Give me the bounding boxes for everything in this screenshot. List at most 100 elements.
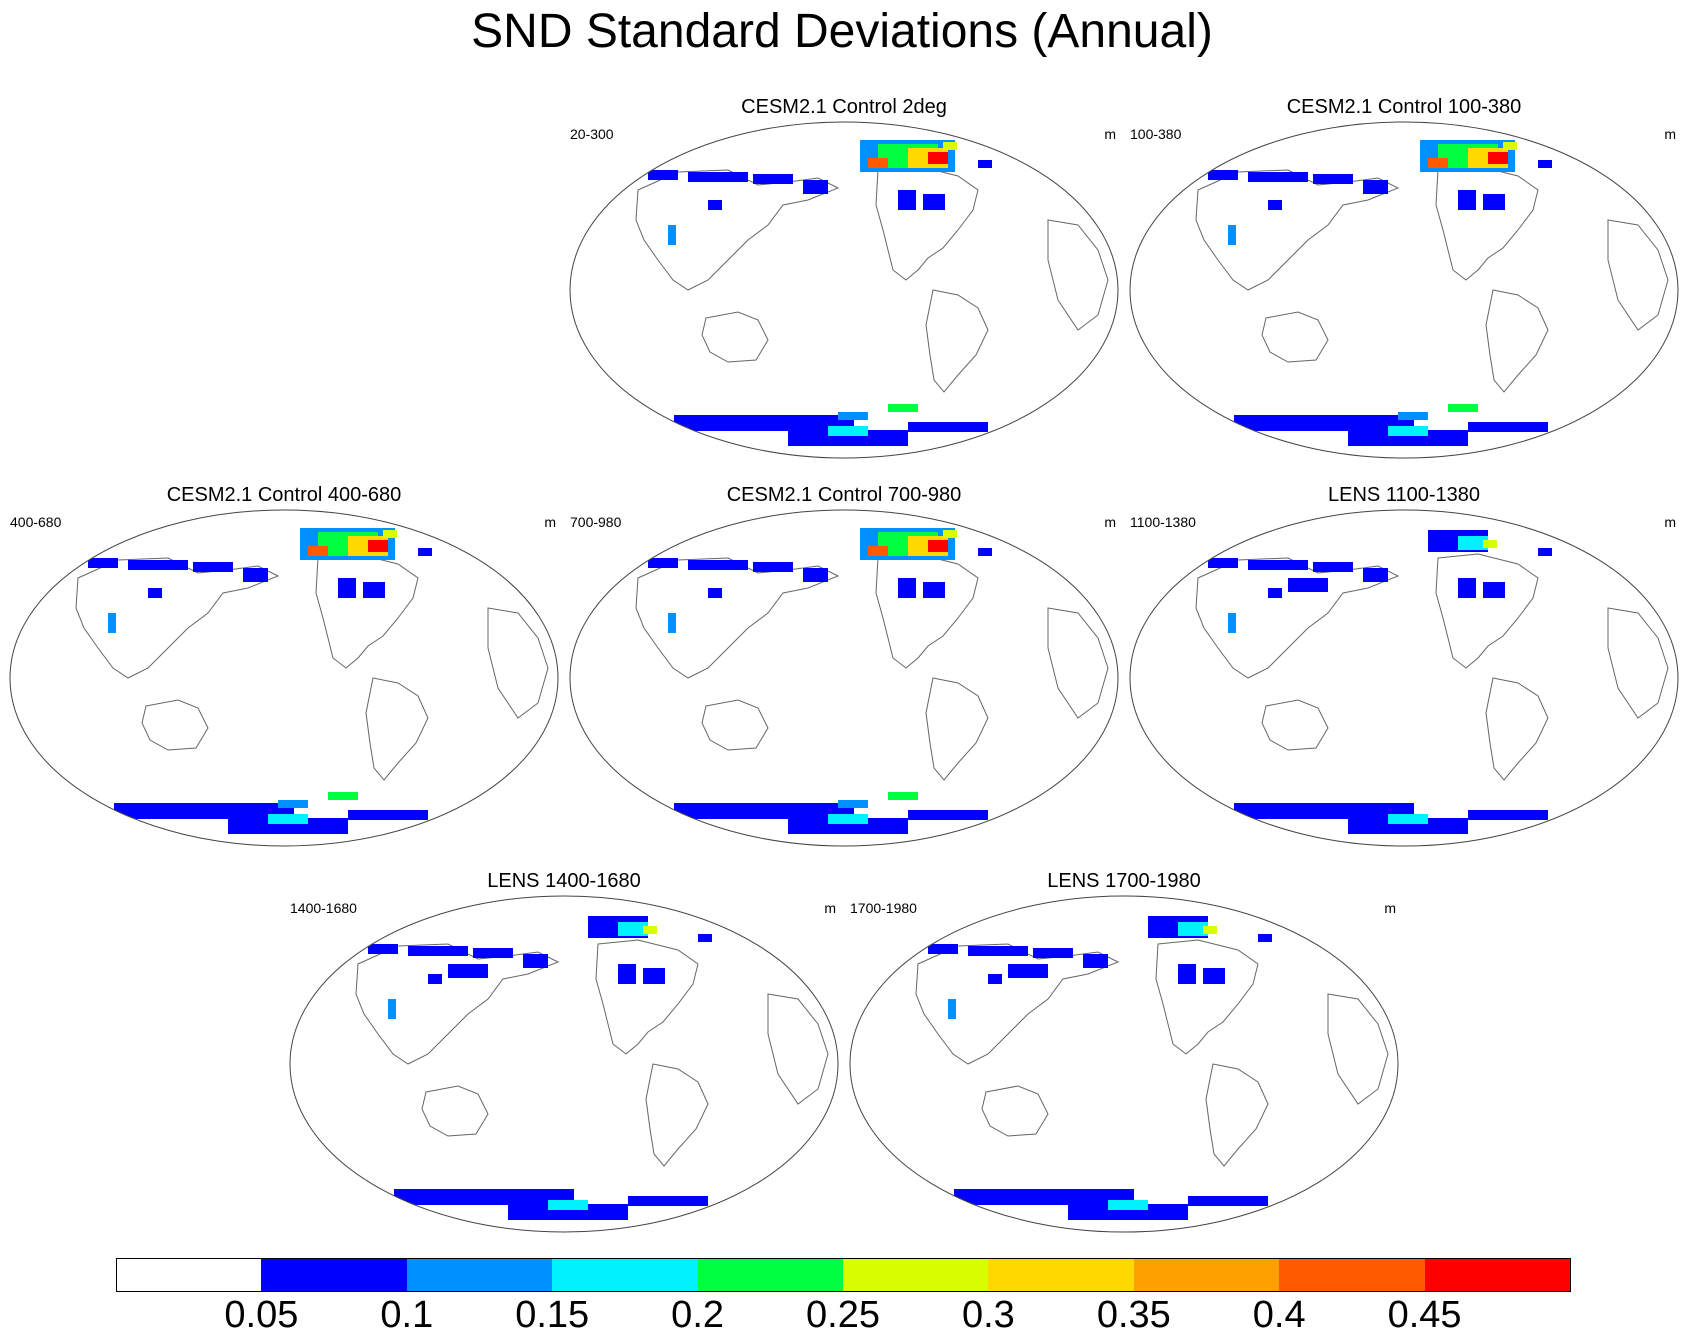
snow-patch bbox=[643, 926, 657, 934]
snow-patch bbox=[688, 172, 748, 182]
panel-units: m bbox=[1664, 126, 1676, 142]
coastline bbox=[635, 557, 840, 679]
colorbar-label: 0.15 bbox=[515, 1294, 590, 1336]
coastline bbox=[1047, 607, 1109, 719]
snow-patch bbox=[1228, 613, 1236, 633]
snow-patch bbox=[394, 1189, 574, 1205]
snow-patch bbox=[618, 964, 636, 984]
snow-patch bbox=[193, 562, 233, 572]
snow-patch bbox=[408, 946, 468, 956]
map-panel: CESM2.1 Control 400-680 400-680 m bbox=[8, 484, 560, 847]
coastline bbox=[1327, 993, 1389, 1105]
map-panel: CESM2.1 Control 100-380 100-380 m bbox=[1128, 96, 1680, 459]
snow-patch bbox=[674, 415, 854, 431]
snow-patch bbox=[1108, 1200, 1148, 1210]
map-frame bbox=[849, 895, 1399, 1233]
snow-patch bbox=[1288, 578, 1328, 592]
snow-patch bbox=[1228, 225, 1236, 245]
panel-units: m bbox=[1664, 514, 1676, 530]
coastline bbox=[1261, 311, 1329, 363]
colorbar-label: 0.45 bbox=[1387, 1294, 1462, 1336]
coastline bbox=[701, 311, 769, 363]
snow-patch bbox=[548, 1200, 588, 1210]
snow-patch bbox=[1503, 142, 1517, 150]
colorbar-label: 0.05 bbox=[224, 1294, 299, 1336]
coastline bbox=[1205, 1063, 1269, 1167]
snow-patch bbox=[708, 200, 722, 210]
snow-patch bbox=[1203, 926, 1217, 934]
coastline bbox=[701, 699, 769, 751]
coastline bbox=[421, 1085, 489, 1137]
snow-patch bbox=[668, 613, 676, 633]
map-svg bbox=[569, 509, 1119, 847]
snow-patch bbox=[868, 158, 888, 168]
snow-patch bbox=[1428, 158, 1448, 168]
snow-patch bbox=[838, 800, 868, 808]
snow-patch bbox=[348, 810, 428, 820]
coastline bbox=[1195, 169, 1400, 291]
coastline bbox=[1485, 289, 1549, 393]
coastline bbox=[1435, 553, 1539, 669]
snow-patch bbox=[928, 152, 948, 164]
snow-patch bbox=[838, 412, 868, 420]
panel-left-label: 20-300 bbox=[570, 126, 614, 142]
snow-patch bbox=[803, 180, 828, 194]
snow-patch bbox=[1203, 968, 1225, 984]
snow-patch bbox=[628, 1196, 708, 1206]
snow-patch bbox=[1313, 562, 1353, 572]
colorbar-box bbox=[1279, 1258, 1425, 1292]
colorbar-box bbox=[697, 1258, 843, 1292]
map-panel: LENS 1700-1980 1700-1980 m bbox=[848, 870, 1400, 1233]
snow-patch bbox=[428, 974, 442, 984]
coastline bbox=[645, 1063, 709, 1167]
snow-patch bbox=[1388, 814, 1428, 824]
coastline bbox=[1607, 607, 1669, 719]
snow-patch bbox=[1458, 578, 1476, 598]
map-panel: CESM2.1 Control 2deg 20-300 m bbox=[568, 96, 1120, 459]
snow-patch bbox=[954, 1189, 1134, 1205]
snow-patch bbox=[898, 578, 916, 598]
coastline bbox=[1155, 939, 1259, 1055]
snow-patch bbox=[753, 174, 793, 184]
snow-patch bbox=[1258, 934, 1272, 942]
panel-left-label: 1100-1380 bbox=[1130, 514, 1196, 530]
coastline bbox=[1261, 699, 1329, 751]
snow-patch bbox=[618, 922, 648, 936]
coastline bbox=[875, 553, 979, 669]
map-frame bbox=[9, 509, 559, 847]
snow-patch bbox=[888, 792, 918, 800]
colorbar-box bbox=[1424, 1258, 1571, 1292]
colorbar-box bbox=[406, 1258, 553, 1292]
snow-patch bbox=[1068, 1204, 1188, 1220]
snow-patch bbox=[948, 999, 956, 1019]
snow-patch bbox=[868, 546, 888, 556]
snow-patch bbox=[688, 560, 748, 570]
colorbar-label: 0.4 bbox=[1252, 1294, 1306, 1336]
snow-patch bbox=[1158, 536, 1198, 544]
snow-patch bbox=[1248, 560, 1308, 570]
snow-patch bbox=[148, 588, 162, 598]
colorbar-label: 0.25 bbox=[806, 1294, 880, 1336]
panel-units: m bbox=[1104, 514, 1116, 530]
coastline bbox=[355, 943, 560, 1065]
snow-patch bbox=[1363, 180, 1388, 194]
coastline bbox=[767, 993, 829, 1105]
snow-patch bbox=[1363, 568, 1388, 582]
snow-patch bbox=[908, 810, 988, 820]
colorbar-box bbox=[1133, 1258, 1280, 1292]
map-frame bbox=[289, 895, 839, 1233]
panel-title: LENS 1100-1380 bbox=[1328, 484, 1480, 506]
colorbar-box bbox=[843, 1258, 989, 1292]
coastline bbox=[595, 939, 699, 1055]
map-svg bbox=[9, 509, 559, 847]
coastline bbox=[315, 553, 419, 669]
snow-patch bbox=[1488, 152, 1508, 164]
snow-patch bbox=[923, 194, 945, 210]
snow-patch bbox=[1313, 174, 1353, 184]
snow-patch bbox=[1083, 954, 1108, 968]
snow-patch bbox=[1188, 1196, 1268, 1206]
snow-patch bbox=[228, 818, 348, 834]
coastline bbox=[1607, 219, 1669, 331]
snow-patch bbox=[1483, 582, 1505, 598]
snow-patch bbox=[674, 803, 854, 819]
